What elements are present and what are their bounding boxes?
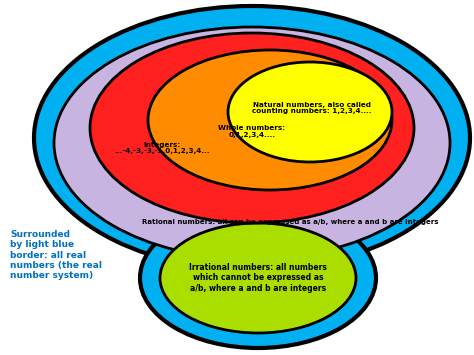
- Ellipse shape: [140, 208, 376, 348]
- Ellipse shape: [34, 6, 470, 270]
- Ellipse shape: [90, 33, 414, 223]
- Ellipse shape: [54, 27, 450, 259]
- Text: Rational numbers: all can be expressed as a/b, where a and b are integers: Rational numbers: all can be expressed a…: [142, 219, 438, 225]
- Text: Surrounded
by light blue
border: all real
numbers (the real
number system): Surrounded by light blue border: all rea…: [10, 230, 102, 280]
- Text: Natural numbers, also called
counting numbers: 1,2,3,4....: Natural numbers, also called counting nu…: [252, 102, 372, 115]
- Ellipse shape: [160, 223, 356, 333]
- Text: Irrational numbers: all numbers
which cannot be expressed as
a/b, where a and b : Irrational numbers: all numbers which ca…: [189, 263, 327, 293]
- Ellipse shape: [228, 62, 392, 162]
- Text: Whole numbers:
0,1,2,3,4....: Whole numbers: 0,1,2,3,4....: [219, 126, 285, 138]
- Text: Integers:
...-4,-3,-3,-1,0,1,2,3,4...: Integers: ...-4,-3,-3,-1,0,1,2,3,4...: [114, 142, 210, 154]
- Ellipse shape: [148, 50, 392, 190]
